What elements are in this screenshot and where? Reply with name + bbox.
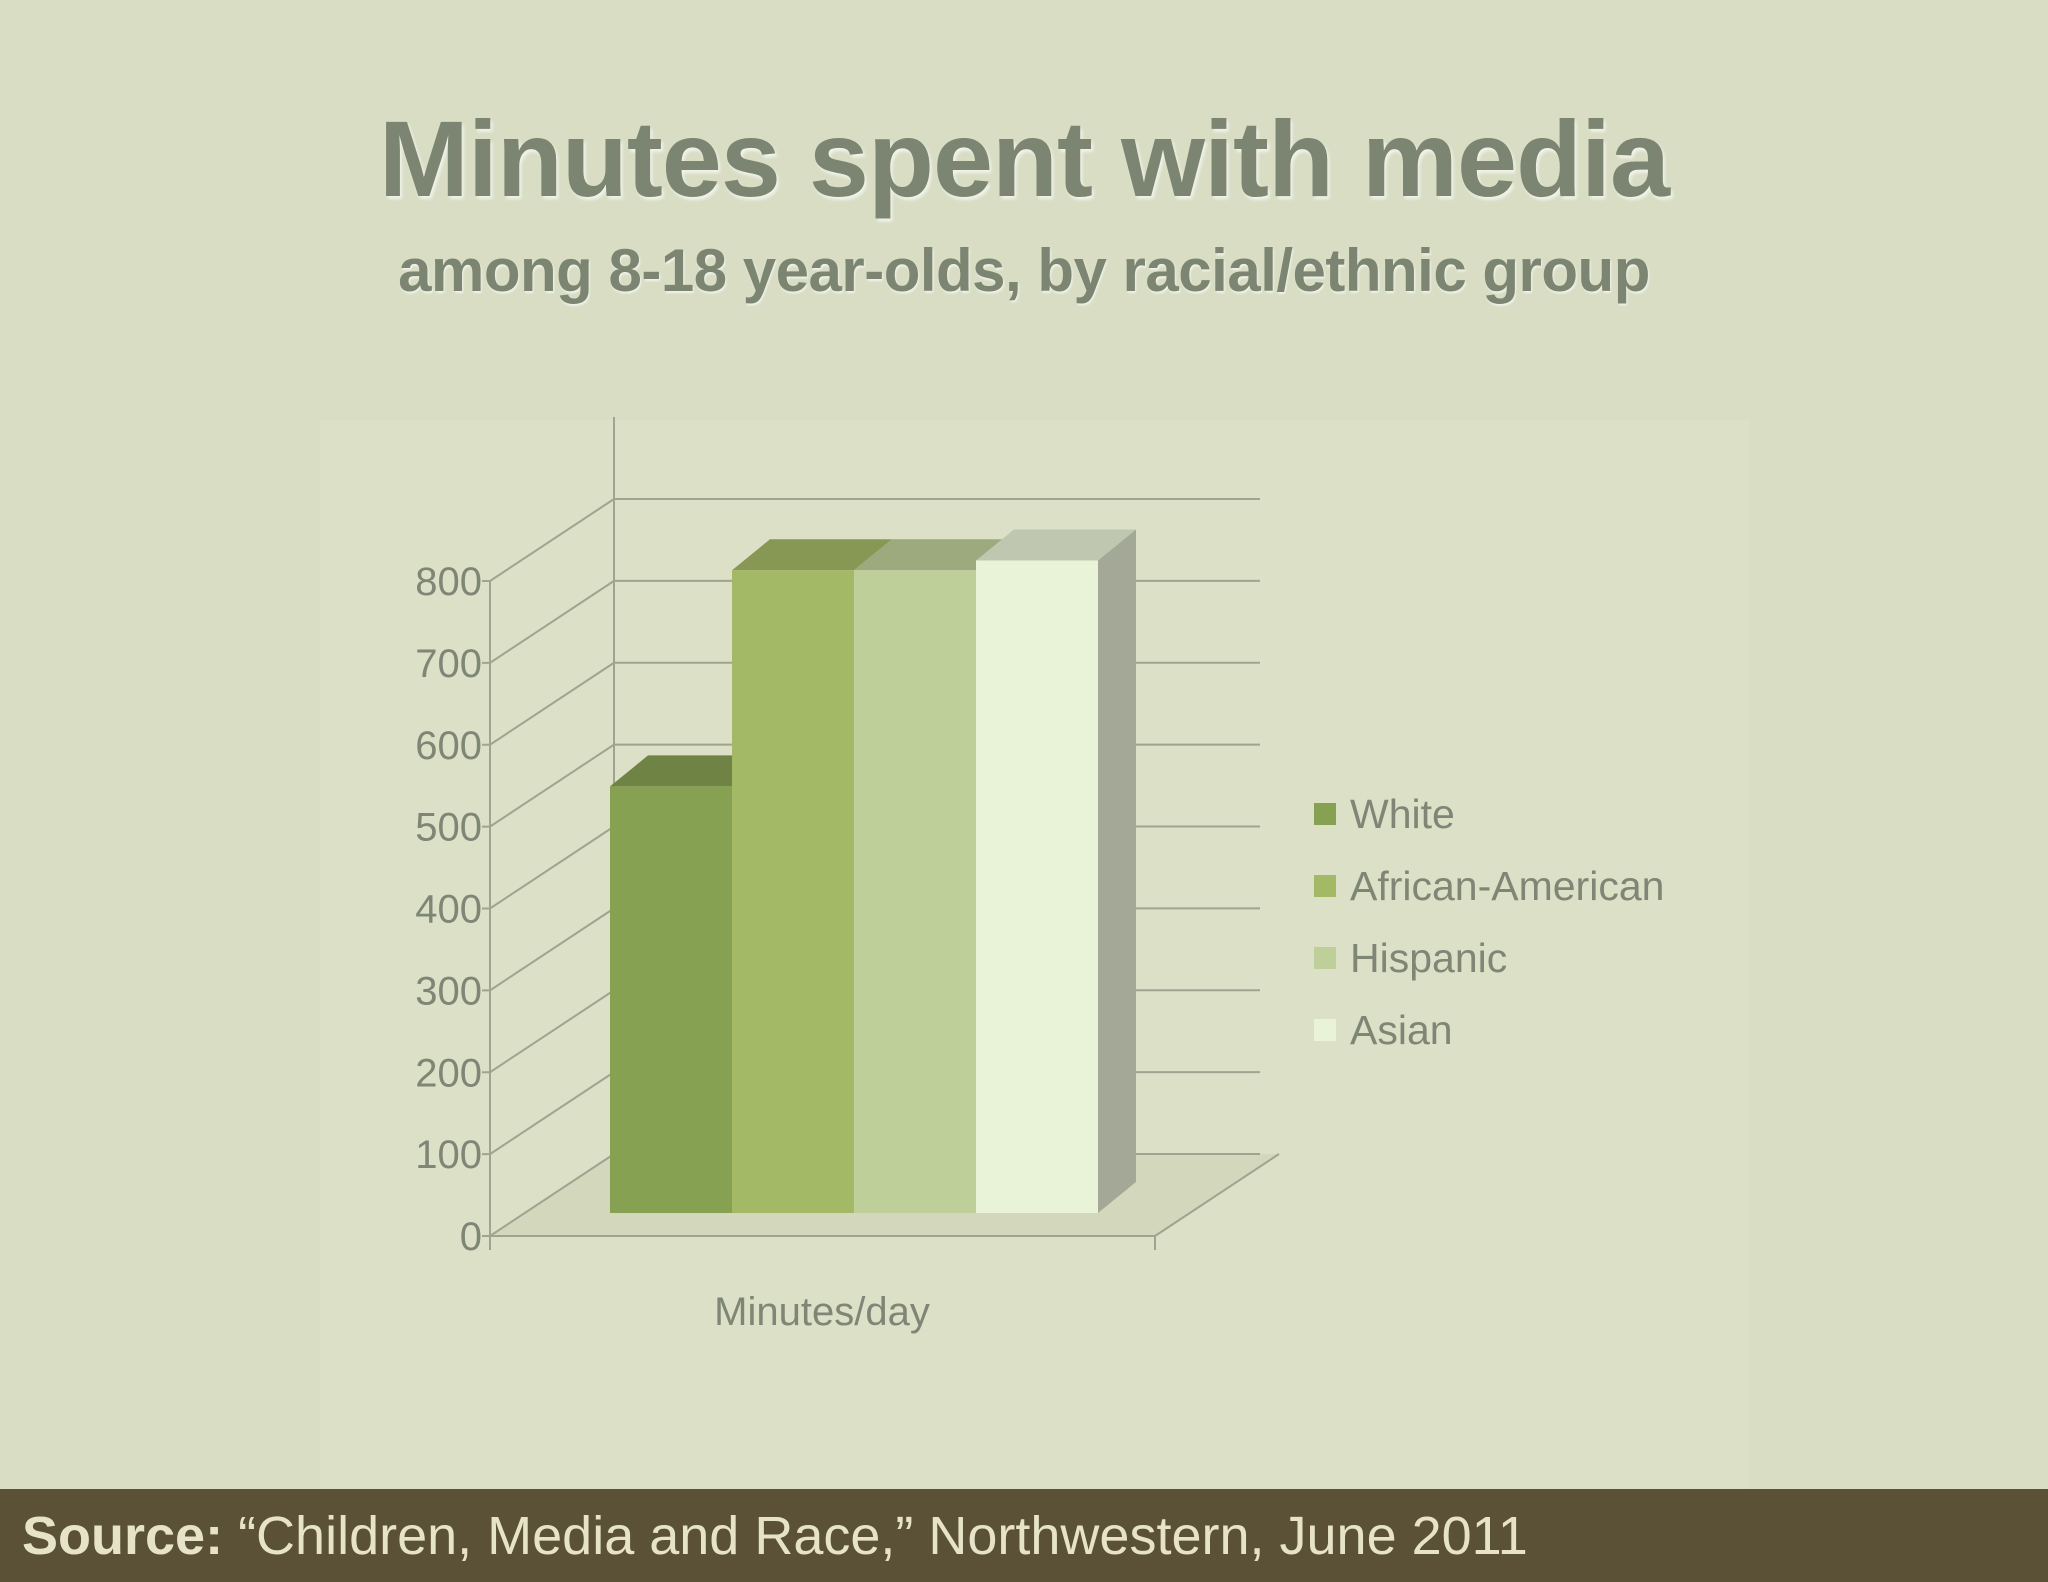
legend-swatch: [1314, 1019, 1336, 1041]
legend-label: Hispanic: [1350, 934, 1508, 981]
floor-edge: [1154, 1153, 1280, 1237]
y-tick-label: 700: [415, 642, 482, 686]
y-tick-label: 500: [415, 806, 482, 850]
gridline-diagonal: [489, 498, 615, 582]
legend-swatch: [1314, 947, 1336, 969]
legend-label: African-American: [1350, 862, 1665, 909]
gridline-diagonal: [489, 580, 615, 664]
source-label: Source:: [22, 1505, 224, 1566]
legend-label: Asian: [1350, 1006, 1453, 1053]
legend-item: Asian: [1314, 994, 1664, 1066]
y-tick-label: 800: [415, 560, 482, 604]
bar-top-asian: [976, 529, 1136, 561]
gridline-diagonal: [489, 989, 615, 1074]
gridline-diagonal: [489, 1071, 615, 1155]
bar-top-hispanic: [854, 539, 1014, 571]
y-tick-label: 300: [415, 969, 482, 1013]
chart-title: Minutes spent with media: [378, 98, 1670, 219]
gridline-diagonal: [489, 1153, 615, 1237]
legend-item: White: [1314, 778, 1664, 850]
bar-hispanic: [854, 570, 976, 1213]
chart-legend: White African-American Hispanic Asian: [1314, 778, 1664, 1066]
bar-chart: 0 100 200 300 400 500 600 700 800 Minutes/day: [415, 417, 1280, 1334]
x-category-label: Minutes/day: [714, 1290, 930, 1334]
source-citation: Source: “Children, Media and Race,” Nort…: [22, 1505, 1528, 1567]
legend-label: White: [1350, 790, 1455, 837]
chart-subtitle: among 8-18 year-olds, by racial/ethnic g…: [398, 237, 1650, 304]
bar-side-asian: [1098, 529, 1136, 1213]
bar-top-white: [610, 755, 770, 787]
gridline-diagonal: [489, 825, 615, 910]
bar-african-american: [732, 570, 854, 1213]
bar-white: [610, 786, 732, 1213]
legend-item: African-American: [1314, 850, 1664, 922]
bar-top-african-american: [732, 539, 892, 571]
bar-asian: [976, 560, 1098, 1213]
y-tick-label: 200: [415, 1051, 482, 1095]
legend-item: Hispanic: [1314, 922, 1664, 994]
legend-swatch: [1314, 803, 1336, 825]
y-tick-label: 600: [415, 724, 482, 768]
gridline-diagonal: [489, 743, 615, 828]
source-text: “Children, Media and Race,” Northwestern…: [223, 1505, 1528, 1566]
gridline-diagonal: [489, 907, 615, 992]
y-tick-label: 0: [460, 1215, 482, 1259]
legend-swatch: [1314, 875, 1336, 897]
gridline-diagonal: [489, 661, 615, 746]
y-tick-label: 400: [415, 888, 482, 932]
source-footer: Source: “Children, Media and Race,” Nort…: [0, 1489, 2048, 1582]
y-tick-label: 100: [415, 1133, 482, 1177]
